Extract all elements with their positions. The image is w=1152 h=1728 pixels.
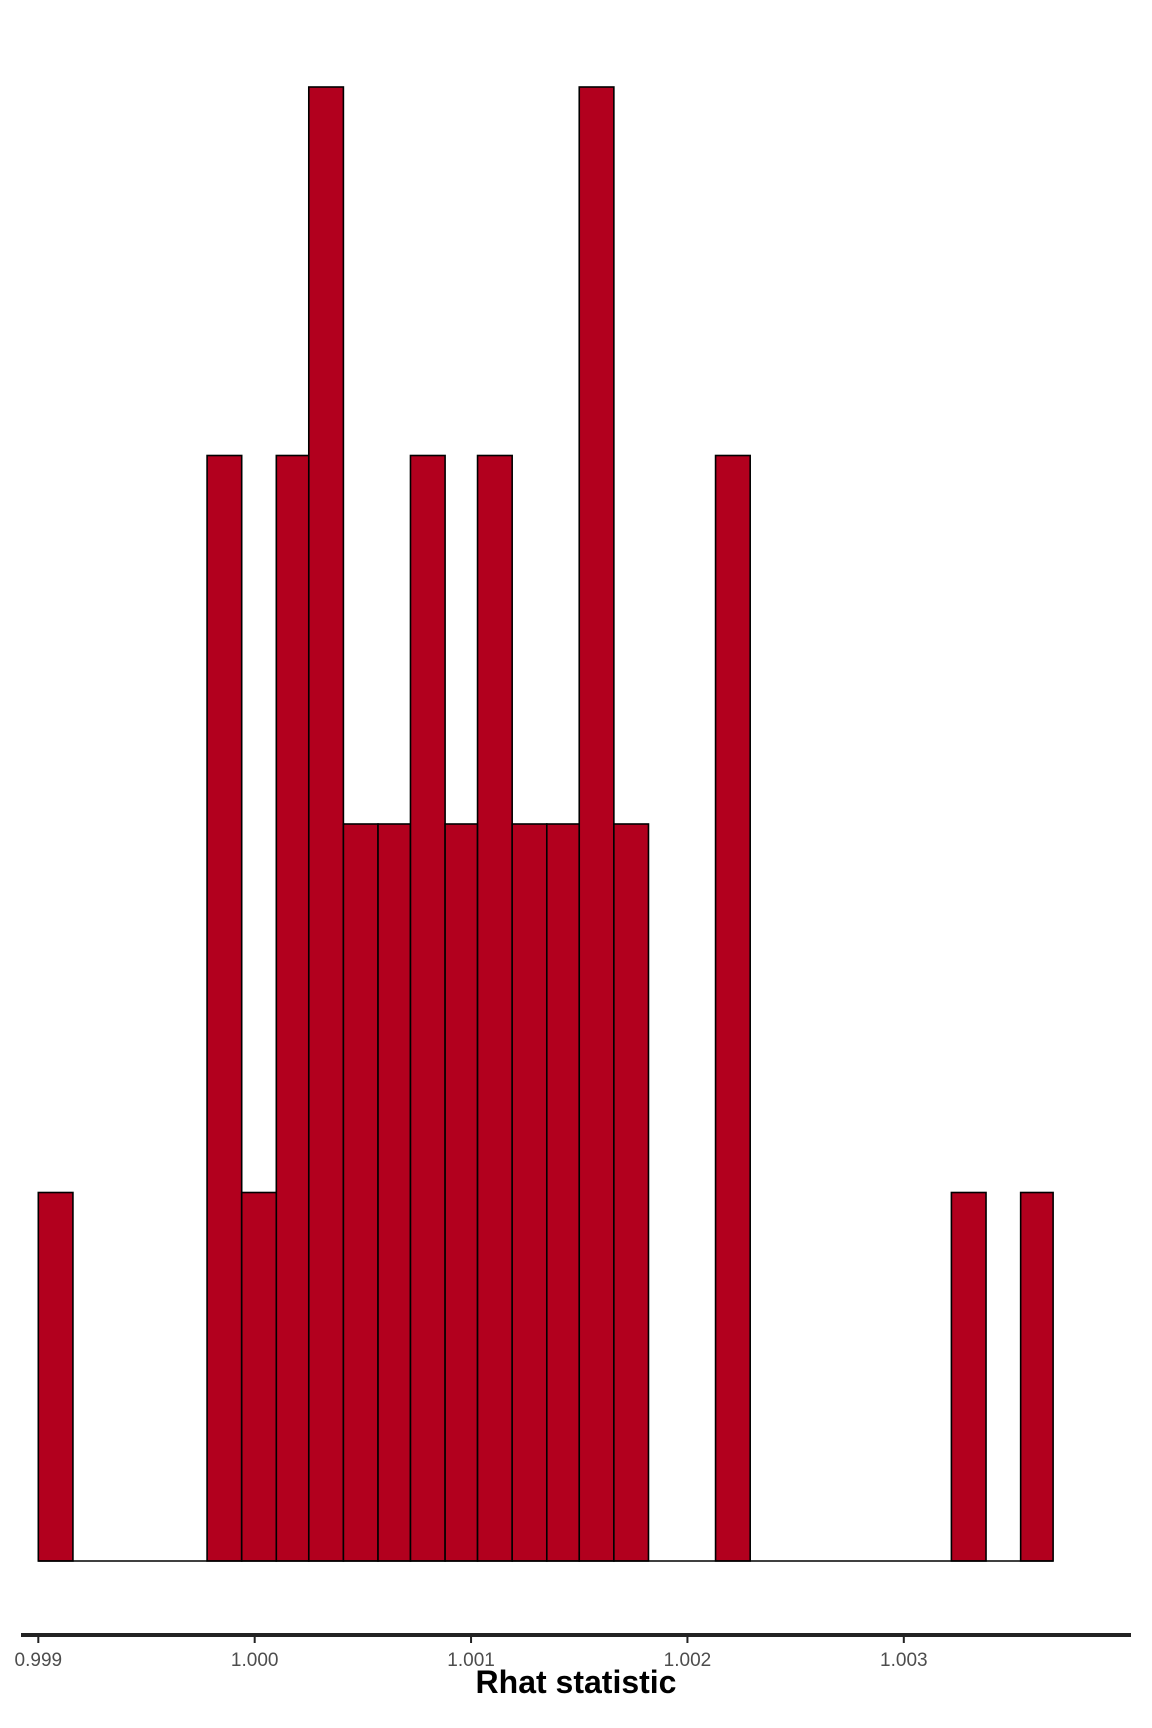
histogram-bar — [275, 454, 310, 1562]
x-axis-tick-label: 1.002 — [664, 1650, 712, 1671]
histogram-bar — [409, 454, 446, 1562]
x-axis-ticks: 0.999 1.000 1.001 1.002 1.003 — [15, 1635, 928, 1671]
histogram-bar — [37, 1191, 74, 1562]
histogram-bars — [37, 86, 1054, 1562]
histogram-bar — [545, 823, 581, 1562]
histogram-bar — [613, 823, 650, 1562]
x-axis-tick-label: 1.003 — [880, 1650, 928, 1671]
x-axis-tick-label: 1.000 — [231, 1650, 279, 1671]
histogram-bar — [206, 454, 243, 1562]
histogram-bar — [240, 1191, 278, 1562]
histogram-bar — [511, 823, 548, 1562]
x-axis-title: Rhat statistic — [476, 1664, 677, 1700]
histogram-bar — [714, 454, 751, 1562]
histogram-bar — [476, 454, 513, 1562]
histogram-bar — [1019, 1191, 1054, 1562]
histogram-bar — [307, 86, 345, 1562]
x-axis-tick-label: 0.999 — [15, 1650, 63, 1671]
histogram-bar — [444, 823, 479, 1562]
x-axis-tick-label: 1.001 — [447, 1650, 495, 1671]
histogram-bar — [342, 823, 379, 1562]
histogram-bar — [578, 86, 615, 1562]
histogram-bar — [377, 823, 412, 1562]
histogram-bar — [950, 1191, 987, 1562]
